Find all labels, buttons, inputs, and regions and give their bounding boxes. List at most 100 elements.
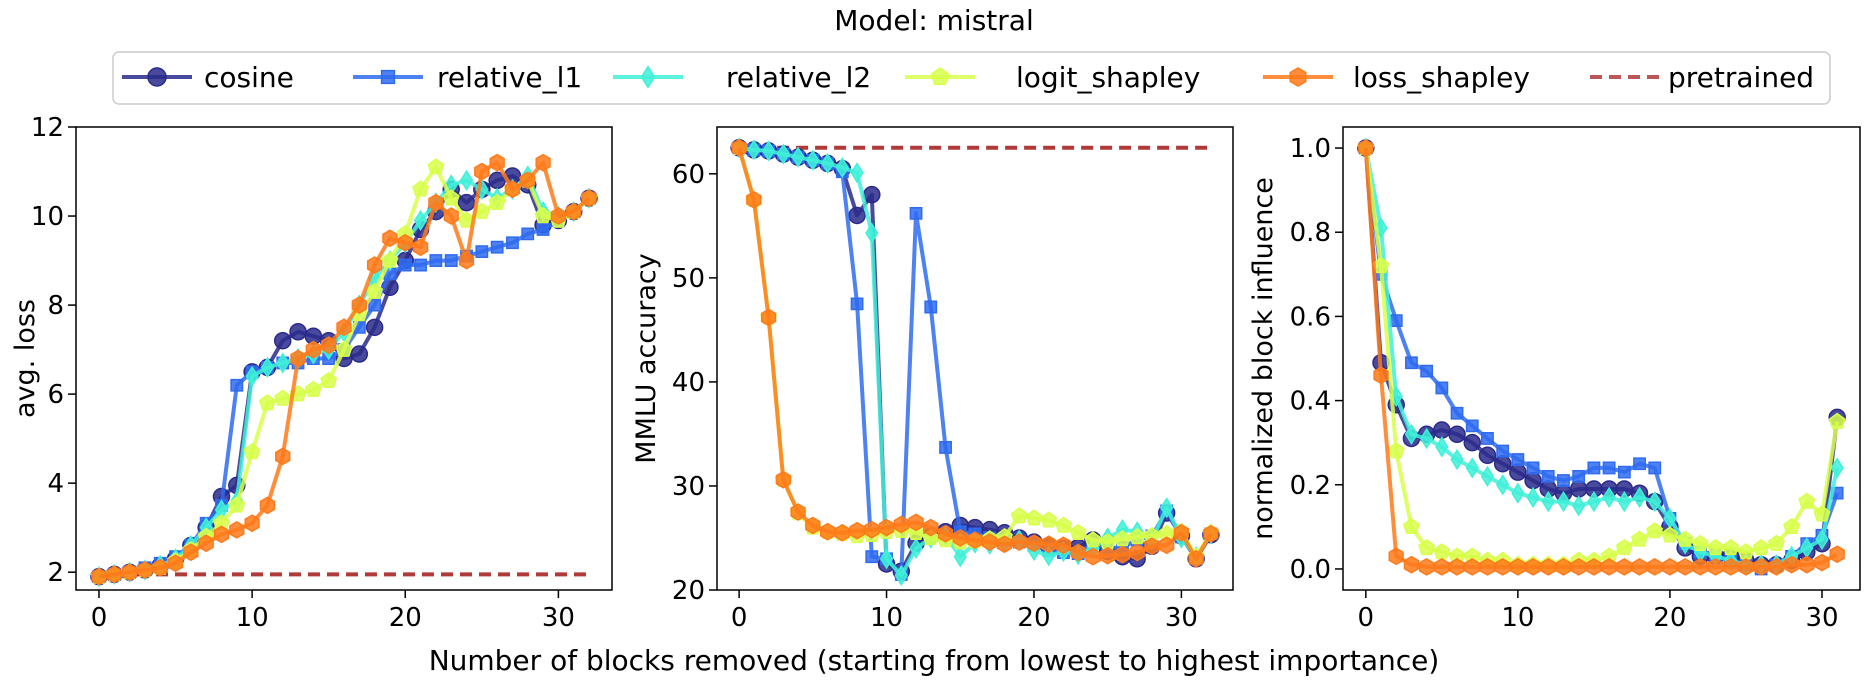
data-point — [428, 193, 444, 212]
data-point — [273, 331, 292, 350]
data-point — [1633, 457, 1646, 471]
data-point — [1496, 444, 1510, 458]
x-tick-label: 0 — [91, 603, 108, 633]
data-point — [534, 207, 552, 224]
data-point — [1692, 558, 1709, 576]
data-point — [1830, 457, 1844, 479]
x-tick-label: 10 — [1501, 603, 1534, 633]
data-point — [1525, 558, 1541, 576]
series-line — [1363, 147, 1839, 569]
data-point — [365, 318, 384, 337]
data-point — [982, 533, 998, 551]
data-point — [1677, 558, 1693, 576]
data-point — [1026, 534, 1042, 553]
data-point — [1113, 530, 1131, 547]
y-tick-label: 0.4 — [1290, 387, 1331, 417]
data-point — [1479, 558, 1496, 576]
data-point — [1389, 314, 1403, 328]
data-point — [230, 378, 244, 392]
x-tick-label: 30 — [542, 603, 575, 633]
data-point — [1722, 538, 1740, 556]
data-point — [335, 340, 353, 357]
data-point — [1541, 490, 1555, 513]
y-tick-label: 8 — [47, 291, 64, 321]
data-point — [1676, 530, 1694, 547]
data-point — [243, 443, 261, 460]
y-tick-label: 20 — [672, 576, 705, 606]
data-point — [1783, 555, 1800, 574]
data-point — [1798, 492, 1816, 509]
data-point — [1587, 461, 1601, 475]
y-tick-label: 1.0 — [1290, 134, 1331, 164]
data-point — [581, 189, 597, 208]
data-point — [1433, 421, 1451, 439]
data-point — [1434, 558, 1450, 576]
legend-entry-loss_shapley: loss_shapley — [1263, 61, 1530, 94]
series-line — [1363, 147, 1840, 567]
data-point — [305, 340, 322, 359]
data-point — [366, 256, 383, 274]
data-point — [1617, 465, 1631, 479]
data-point — [1707, 538, 1725, 556]
data-point — [1070, 543, 1086, 562]
data-point — [1010, 507, 1028, 524]
data-point — [1617, 490, 1631, 513]
data-point — [137, 561, 153, 579]
legend-entry-pretrained: pretrained — [1590, 61, 1814, 94]
series-line — [1363, 147, 1840, 567]
series-cosine — [1357, 139, 1846, 574]
data-point — [320, 371, 338, 388]
data-point — [152, 558, 168, 577]
data-point — [1526, 461, 1540, 475]
data-point — [1449, 558, 1465, 576]
data-point — [939, 441, 952, 454]
y-tick-label: 50 — [672, 264, 705, 294]
data-point — [336, 318, 352, 337]
data-point — [1054, 516, 1072, 533]
legend-marker — [930, 67, 950, 86]
data-point — [459, 169, 474, 192]
chart-panel-3: 0 10 20 30 0.0 0.2 0.4 0.6 0.8 1.0 normalized bloc… — [1248, 126, 1861, 633]
series-line — [737, 147, 1213, 559]
data-point — [1738, 558, 1754, 576]
data-point — [398, 258, 412, 272]
data-point — [350, 345, 369, 363]
data-point — [863, 185, 881, 204]
data-point — [490, 240, 504, 254]
legend-entry-cosine: cosine — [122, 61, 294, 94]
data-point — [229, 521, 245, 539]
y-tick-label: 0.0 — [1290, 555, 1331, 585]
data-point — [366, 282, 384, 299]
data-point — [276, 352, 290, 374]
x-tick-label: 0 — [1358, 603, 1375, 633]
series-logit_shapley — [1357, 139, 1846, 572]
y-axis-label: avg. loss — [10, 299, 41, 418]
data-point — [566, 202, 582, 221]
data-point — [848, 206, 866, 225]
data-point — [1768, 558, 1785, 576]
data-point — [1662, 558, 1678, 576]
x-tick-label: 10 — [236, 603, 269, 633]
data-point — [521, 227, 535, 241]
data-point — [1648, 461, 1662, 475]
data-point — [1691, 534, 1709, 551]
data-point — [198, 534, 214, 553]
data-point — [878, 518, 895, 537]
data-point — [1541, 469, 1555, 483]
data-point — [304, 380, 322, 397]
data-point — [1815, 528, 1829, 551]
data-point — [1055, 536, 1072, 555]
data-point — [506, 236, 519, 250]
data-point — [1494, 558, 1511, 576]
data-point — [1647, 558, 1663, 576]
data-point — [1448, 425, 1466, 444]
data-point — [864, 520, 880, 539]
data-point — [1632, 486, 1647, 509]
data-point — [1829, 545, 1845, 564]
data-point — [1631, 530, 1648, 547]
series-relative_l1 — [92, 191, 596, 584]
data-point — [1572, 469, 1586, 483]
data-point — [1173, 523, 1190, 542]
data-point — [457, 193, 476, 212]
